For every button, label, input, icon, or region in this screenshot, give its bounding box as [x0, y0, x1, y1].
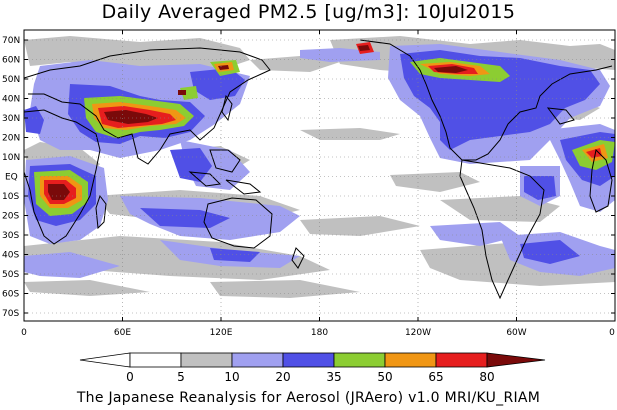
lat-label-50s: 50S — [2, 270, 19, 280]
lat-labels: 70N 60N 50N 40N 30N 20N 10N EQ 10S 20S 3… — [2, 36, 20, 319]
lon-label-60e: 60E — [114, 328, 131, 338]
lon-label-0-west: 0 — [21, 328, 27, 338]
lon-label-60w: 60W — [506, 328, 526, 338]
lat-label-10n: 10N — [2, 153, 20, 163]
lat-ticks — [24, 39, 615, 314]
lat-label-20n: 20N — [2, 134, 20, 144]
lon-label-180: 180 — [311, 328, 328, 338]
colorbar-label-80: 80 — [479, 370, 494, 384]
colorbar-label-35: 35 — [326, 370, 341, 384]
colorbar-seg-65-80 — [435, 352, 488, 368]
colorbar-seg-0-5 — [129, 352, 182, 368]
credit-line: The Japanese Reanalysis for Aerosol (JRA… — [76, 390, 541, 406]
colorbar-seg-5-10 — [180, 352, 233, 368]
colorbar-label-65: 65 — [428, 370, 443, 384]
colorbar-arrow-high — [486, 352, 546, 368]
colorbar-label-5: 5 — [177, 370, 185, 384]
lat-label-10s: 10S — [2, 192, 19, 202]
colorbar-seg-50-65 — [384, 352, 437, 368]
lon-label-120e: 120E — [210, 328, 233, 338]
lat-label-eq: EQ — [5, 173, 18, 183]
colorbar-label-20: 20 — [275, 370, 290, 384]
lat-label-20s: 20S — [2, 212, 19, 222]
pm25-field-darkred — [48, 45, 468, 200]
colorbar-label-0: 0 — [126, 370, 134, 384]
lon-labels: 0 60E 120E 180 120W 60W 0 — [21, 328, 615, 338]
lat-label-60n: 60N — [2, 56, 20, 66]
map-panel — [24, 30, 615, 321]
colorbar-label-50: 50 — [377, 370, 392, 384]
lat-label-70n: 70N — [2, 36, 20, 46]
lon-label-0-east: 0 — [609, 328, 615, 338]
graticule — [24, 30, 615, 321]
lat-label-60s: 60S — [2, 290, 19, 300]
map-title: Daily Averaged PM2.5 [ug/m3]: 10Jul2015 — [101, 1, 516, 23]
lat-label-70s: 70S — [2, 309, 19, 319]
lon-label-120w: 120W — [405, 328, 431, 338]
colorbar-arrow-low — [79, 352, 131, 368]
colorbar-labels: 0 5 10 20 35 50 65 80 — [126, 370, 494, 384]
colorbar-label-10: 10 — [224, 370, 239, 384]
colorbar-seg-20-35 — [282, 352, 335, 368]
coastlines — [24, 39, 613, 300]
lat-label-40s: 40S — [2, 251, 19, 261]
lat-label-50n: 50N — [2, 75, 20, 85]
lat-label-40n: 40N — [2, 95, 20, 105]
colorbar-seg-10-20 — [231, 352, 284, 368]
colorbar — [79, 352, 546, 368]
colorbar-seg-35-50 — [333, 352, 386, 368]
lon-ticks — [23, 30, 616, 321]
lat-label-30n: 30N — [2, 114, 20, 124]
lat-label-30s: 30S — [2, 231, 19, 241]
